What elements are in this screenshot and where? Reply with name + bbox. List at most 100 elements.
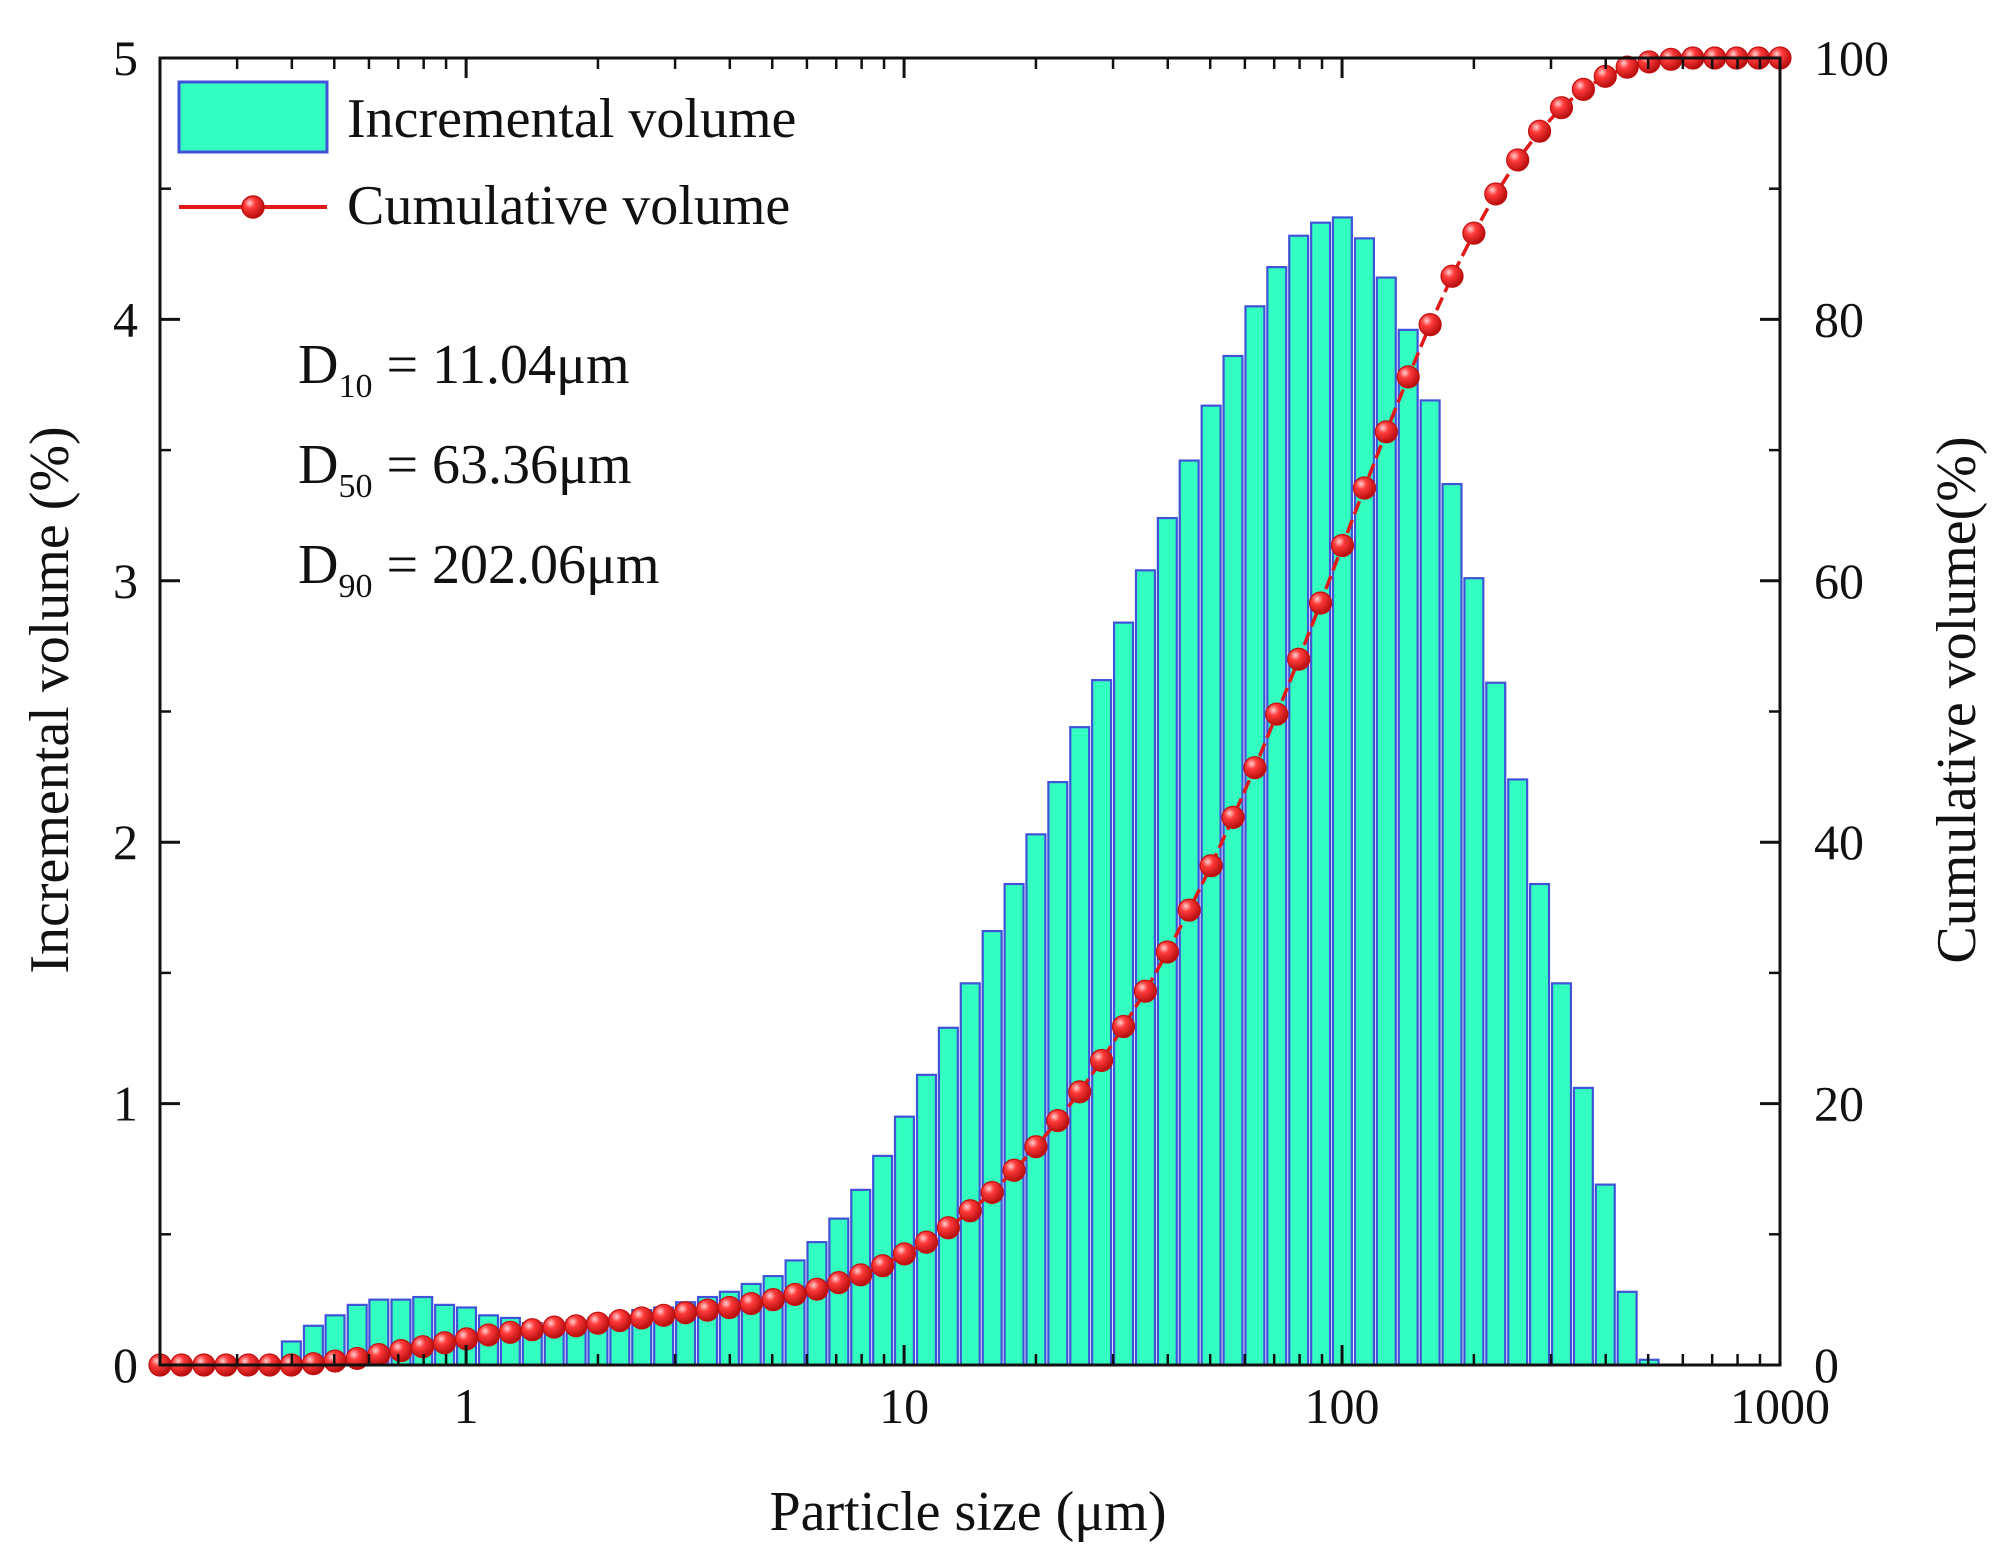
incremental-bar [1200, 404, 1222, 1367]
cumulative-point [1243, 756, 1267, 780]
d-value-annotations: D10 = 11.04μm D50 = 63.36μm D90 = 202.06… [298, 334, 660, 605]
cumulative-point [695, 1298, 720, 1322]
cumulative-point [608, 1308, 632, 1333]
cumulative-point [1615, 55, 1639, 79]
legend-label-incremental: Incremental volume [347, 88, 796, 150]
cumulative-point [1287, 647, 1311, 671]
incremental-bar [1550, 982, 1573, 1367]
incremental-bar [1463, 577, 1485, 1367]
cumulative-point [520, 1318, 544, 1342]
incremental-bar [784, 1259, 806, 1367]
incremental-bar [937, 1026, 959, 1367]
cumulative-point [389, 1339, 413, 1363]
incremental-bar [1288, 234, 1310, 1367]
x-tick-label: 100 [1305, 1378, 1380, 1434]
cumulative-point [1177, 898, 1201, 922]
y-right-tick-label: 80 [1814, 291, 1864, 347]
cumulative-point [630, 1306, 654, 1330]
y-left-tick-label: 5 [113, 30, 138, 86]
cumulative-point [1002, 1158, 1026, 1182]
cumulative-point [1549, 96, 1574, 120]
incremental-bar [1353, 237, 1375, 1367]
incremental-bar [1594, 1183, 1616, 1367]
cumulative-point [476, 1323, 501, 1347]
incremental-bar [893, 1115, 916, 1367]
cumulative-point [980, 1180, 1004, 1205]
incremental-bar [1419, 399, 1441, 1367]
x-axis-title: Particle size (μm) [770, 1481, 1167, 1543]
incremental-bar [1331, 216, 1353, 1367]
cumulative-point [717, 1295, 741, 1320]
incremental-bar [1529, 882, 1551, 1367]
incremental-bar [1266, 266, 1288, 1367]
cumulative-point [871, 1254, 895, 1278]
annotation-d50: D50 = 63.36μm [298, 434, 632, 505]
incremental-bar [806, 1241, 828, 1367]
legend-swatch-incremental [177, 80, 329, 154]
y-left-tick-label: 0 [113, 1337, 138, 1393]
cumulative-point [433, 1331, 457, 1355]
incremental-bar [981, 929, 1003, 1367]
cumulative-point [1330, 533, 1355, 558]
y-left-axis-title: Incremental volume (%) [19, 426, 81, 973]
y-left-tick-label: 2 [113, 814, 138, 870]
incremental-bar [915, 1073, 938, 1367]
cumulative-point [783, 1282, 807, 1307]
annotation-d10: D10 = 11.04μm [298, 334, 630, 405]
incremental-bar [1485, 681, 1507, 1367]
cumulative-point [739, 1291, 763, 1316]
cumulative-point [564, 1314, 588, 1338]
y-left-tick-label: 3 [113, 553, 138, 609]
cumulative-point [1221, 805, 1245, 829]
incremental-bar [1112, 621, 1135, 1367]
cumulative-point [936, 1216, 960, 1240]
cumulative-point [1571, 77, 1595, 101]
incremental-bar [1069, 726, 1091, 1367]
legend-label-cumulative: Cumulative volume [347, 175, 790, 237]
cumulative-point [1111, 1014, 1136, 1039]
cumulative-point [1352, 476, 1377, 500]
incremental-bar [1047, 780, 1069, 1367]
cumulative-volume-series [148, 46, 1792, 1377]
incremental-bar [1222, 354, 1244, 1367]
cumulative-point [652, 1303, 676, 1327]
legend-marker-cumulative [241, 195, 265, 219]
cumulative-point [1155, 940, 1179, 964]
incremental-bar [1310, 221, 1332, 1367]
y-right-axis-title: Cumulative volume(%) [1926, 436, 1988, 963]
y-right-tick-label: 40 [1814, 814, 1864, 870]
cumulative-point [498, 1320, 522, 1344]
x-tick-label: 1 [454, 1378, 479, 1434]
annotation-d90: D90 = 202.06μm [298, 534, 660, 605]
cumulative-point [1462, 221, 1486, 245]
cumulative-point [673, 1301, 698, 1325]
cumulative-point [1046, 1108, 1070, 1133]
cumulative-point [1374, 420, 1398, 444]
incremental-bar [1244, 305, 1266, 1367]
incremental-bar [1616, 1290, 1638, 1367]
cumulative-point [1090, 1048, 1114, 1073]
cumulative-point [367, 1342, 391, 1367]
cumulative-point [1068, 1080, 1092, 1104]
cumulative-point [914, 1230, 939, 1254]
x-tick-label: 1000 [1730, 1378, 1830, 1434]
y-right-tick-label: 0 [1814, 1337, 1839, 1393]
cumulative-point [1506, 148, 1530, 172]
y-right-tick-label: 20 [1814, 1076, 1864, 1132]
incremental-bar [1091, 679, 1113, 1367]
legend: Incremental volume Cumulative volume [177, 80, 796, 237]
cumulative-point [827, 1271, 851, 1295]
cumulative-point [958, 1199, 982, 1223]
incremental-bar [1134, 569, 1156, 1367]
cumulative-point [586, 1311, 610, 1335]
cumulative-point [1308, 591, 1333, 615]
cumulative-point [1527, 119, 1552, 143]
incremental-bar [1441, 482, 1463, 1367]
cumulative-point [1265, 702, 1289, 726]
y-right-tick-label: 100 [1814, 30, 1889, 86]
cumulative-point [1133, 979, 1158, 1003]
y-left-tick-label: 4 [113, 291, 138, 347]
cumulative-point [1024, 1135, 1048, 1159]
